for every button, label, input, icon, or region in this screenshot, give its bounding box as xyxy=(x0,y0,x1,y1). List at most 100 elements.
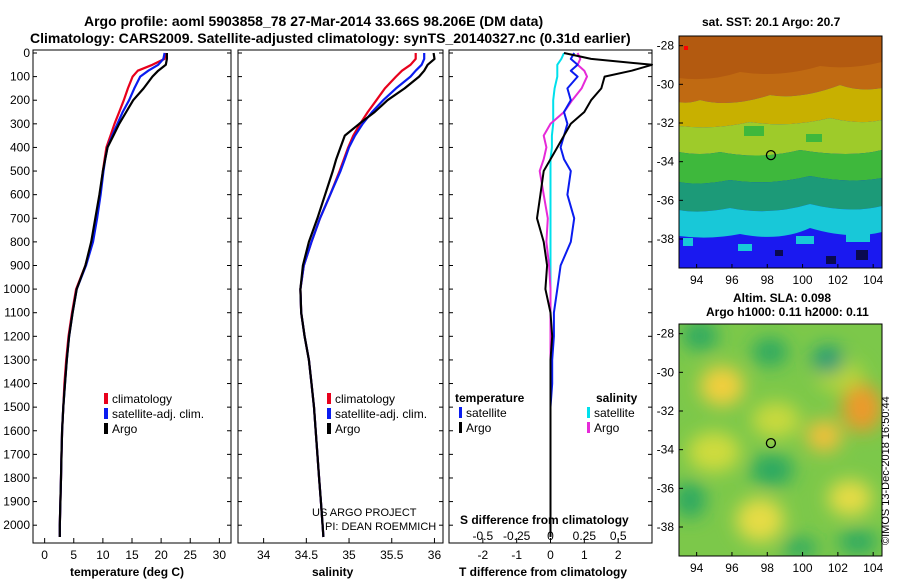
sst-map-image xyxy=(679,36,882,268)
legend-t-satellite-marker xyxy=(459,407,462,418)
top-x-tick-label: -0.5 xyxy=(472,529,493,543)
map-x-tick-label: 98 xyxy=(761,561,775,575)
title-line-2: Climatology: CARS2009. Satellite-adjuste… xyxy=(30,30,631,46)
map-y-tick-label: -34 xyxy=(657,155,675,169)
legend-temperature-title: temperature xyxy=(455,391,525,405)
x-tick-label: 34.5 xyxy=(295,548,319,562)
x-tick-label: 15 xyxy=(125,548,139,562)
project-annotation: US ARGO PROJECT xyxy=(312,507,417,519)
legend-argo-marker xyxy=(104,423,108,434)
depth-tick-label: 1300 xyxy=(3,353,30,367)
temperature-legend: climatology satellite-adj. clim. Argo xyxy=(104,392,204,436)
map-y-tick-label: -32 xyxy=(657,404,675,418)
map-y-tick-label: -30 xyxy=(657,365,675,379)
map-y-tick-label: -32 xyxy=(657,116,675,130)
depth-tick-label: 500 xyxy=(10,164,30,178)
x-tick-label: 35.5 xyxy=(380,548,404,562)
map-y-tick-label: -30 xyxy=(657,77,675,91)
legend-s-argo-marker xyxy=(587,422,590,433)
depth-tick-label: 1500 xyxy=(3,400,30,414)
depth-tick-label: 100 xyxy=(10,70,30,84)
sst-map-frame xyxy=(678,35,883,269)
map-y-tick-label: -28 xyxy=(657,39,675,53)
depth-tick-label: 1100 xyxy=(4,306,30,320)
map-x-tick-label: 100 xyxy=(793,561,813,575)
series-line-argo xyxy=(299,52,436,538)
legend-s-argo-label: Argo xyxy=(594,421,620,435)
sla-map-image xyxy=(679,324,882,556)
x-tick-label: 0 xyxy=(547,548,554,562)
legend-argo-label: Argo xyxy=(335,422,361,436)
depth-tick-label: 400 xyxy=(10,140,30,154)
series-line-t-satellite xyxy=(549,52,579,537)
legend-satellite-marker xyxy=(104,408,108,419)
top-x-tick-label: 0.5 xyxy=(610,529,627,543)
salinity-series xyxy=(299,52,436,538)
map-x-tick-label: 96 xyxy=(725,561,739,575)
legend-salinity-title: salinity xyxy=(596,391,638,405)
difference-xlabel: T difference from climatology xyxy=(459,565,627,579)
difference-top-xlabel: S difference from climatology xyxy=(460,513,629,527)
depth-tick-label: 1200 xyxy=(3,329,30,343)
map-y-tick-label: -28 xyxy=(657,327,675,341)
top-x-tick-label: -0.25 xyxy=(503,529,531,543)
salinity-xlabel: salinity xyxy=(312,565,354,579)
x-tick-label: 20 xyxy=(154,548,168,562)
salinity-panel-frame xyxy=(237,49,444,544)
top-x-tick-label: 0.25 xyxy=(573,529,597,543)
map-x-tick-label: 94 xyxy=(690,561,704,575)
sla-map-frame xyxy=(678,323,883,557)
salinity-x-axis: 34 34.5 35 35.5 36 xyxy=(257,538,442,562)
title-line-1: Argo profile: aoml 5903858_78 27-Mar-201… xyxy=(84,13,543,29)
sla-float-marker xyxy=(765,437,777,449)
x-tick-label: 2 xyxy=(615,548,622,562)
map-x-tick-label: 96 xyxy=(725,273,739,287)
x-tick-label: 35 xyxy=(342,548,356,562)
legend-satellite-label: satellite-adj. clim. xyxy=(335,407,427,421)
legend-climatology-marker xyxy=(327,393,331,404)
map-y-tick-label: -38 xyxy=(657,520,675,534)
depth-tick-label: 300 xyxy=(10,117,30,131)
legend-climatology-label: climatology xyxy=(335,392,395,406)
x-tick-label: 30 xyxy=(213,548,227,562)
x-tick-label: -1 xyxy=(511,548,522,562)
x-tick-label: 36 xyxy=(428,548,442,562)
depth-tick-label: 1900 xyxy=(3,495,30,509)
temperature-series xyxy=(58,52,168,537)
depth-tick-label: 1000 xyxy=(3,282,30,296)
map-x-tick-label: 102 xyxy=(828,561,848,575)
legend-argo-label: Argo xyxy=(112,422,138,436)
map-x-tick-label: 98 xyxy=(761,273,775,287)
depth-axis: 0 100 200 300 400 500 600 700 800 900 1000 1100 1200… xyxy=(3,46,652,532)
map-x-tick-label: 104 xyxy=(863,561,883,575)
depth-tick-label: 1700 xyxy=(3,447,30,461)
x-tick-label: 10 xyxy=(96,548,110,562)
legend-t-argo-marker xyxy=(459,422,462,433)
legend-t-argo-label: Argo xyxy=(466,421,492,435)
map-y-tick-label: -38 xyxy=(657,232,675,246)
legend-climatology-marker xyxy=(104,393,108,404)
legend-climatology-label: climatology xyxy=(112,392,172,406)
map-y-tick-label: -36 xyxy=(657,193,675,207)
legend-satellite-marker xyxy=(327,408,331,419)
legend-satellite-label: satellite-adj. clim. xyxy=(112,407,204,421)
depth-tick-label: 1400 xyxy=(3,377,30,391)
depth-tick-label: 2000 xyxy=(3,518,30,532)
x-tick-label: 0 xyxy=(41,548,48,562)
temperature-xlabel: temperature (deg C) xyxy=(70,565,184,579)
depth-tick-label: 900 xyxy=(10,258,30,272)
x-tick-label: 1 xyxy=(581,548,588,562)
map-y-tick-label: -34 xyxy=(657,443,675,457)
difference-legend: temperature satellite Argo salinity sate… xyxy=(455,391,638,435)
depth-tick-label: 600 xyxy=(10,188,30,202)
depth-tick-label: 1800 xyxy=(3,471,30,485)
map-x-tick-label: 94 xyxy=(690,273,704,287)
sla-map-title-1: Altim. SLA: 0.098 xyxy=(733,291,831,305)
map-x-tick-label: 104 xyxy=(863,273,883,287)
sst-float-marker xyxy=(765,149,777,161)
pi-annotation: PI: DEAN ROEMMICH xyxy=(325,521,436,533)
x-tick-label: 5 xyxy=(70,548,77,562)
temperature-panel-frame xyxy=(32,49,232,544)
x-tick-label: 34 xyxy=(257,548,271,562)
